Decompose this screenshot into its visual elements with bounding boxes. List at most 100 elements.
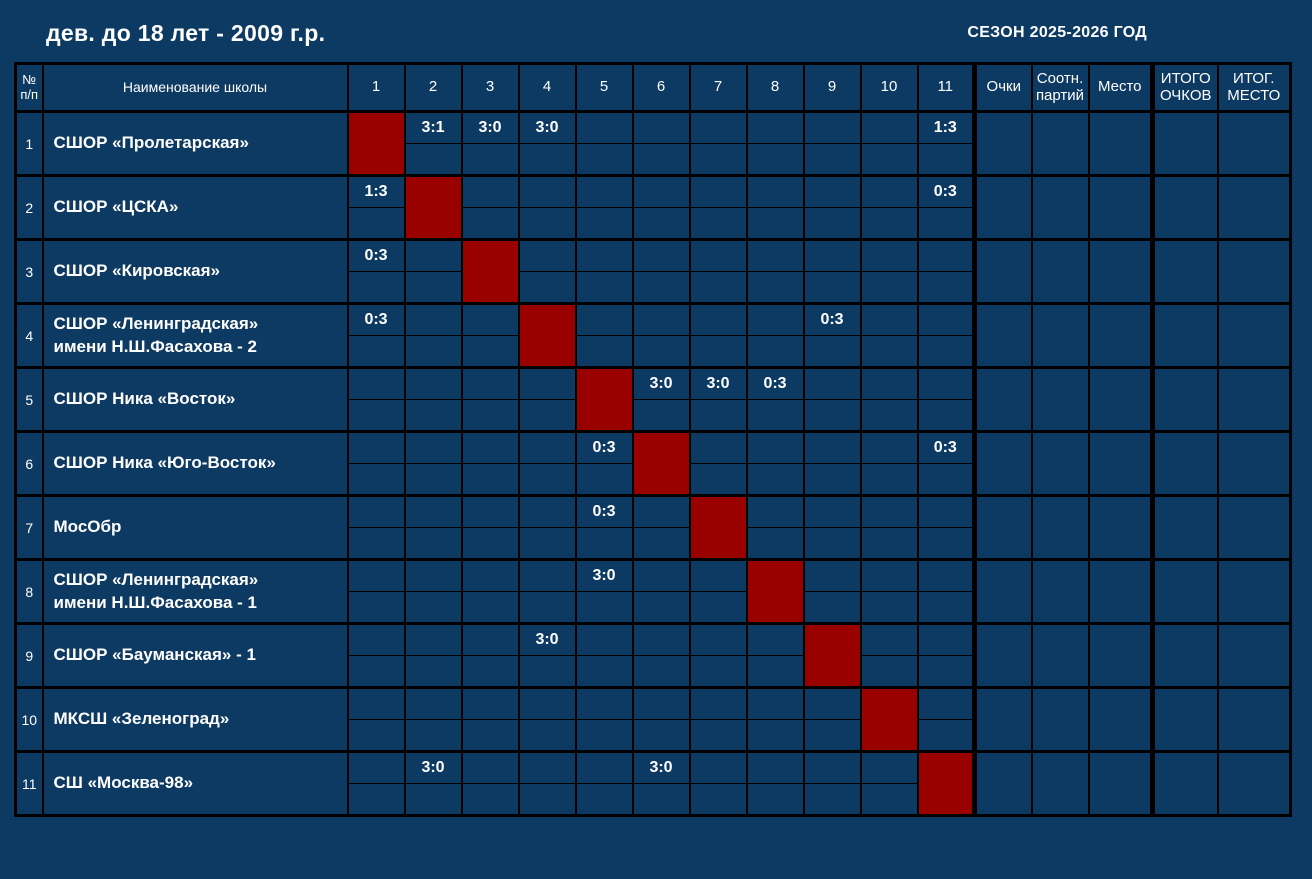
score-cell: 3:0 <box>688 366 748 400</box>
score-cell-bottom <box>517 783 577 817</box>
score-cell: 3:0 <box>517 622 577 656</box>
score-cell <box>631 302 691 336</box>
diagonal-cell <box>574 366 634 433</box>
score-cell <box>688 622 748 656</box>
school-name: МосОбр <box>41 494 349 561</box>
set-ratio-cell <box>1030 686 1090 753</box>
score-cell-bottom <box>460 335 520 369</box>
score-cell <box>688 430 748 464</box>
score-cell-bottom <box>574 591 634 625</box>
score-cell <box>403 494 463 528</box>
score-cell-bottom <box>859 591 919 625</box>
score-cell-bottom <box>745 719 805 753</box>
team-row-bottom-5 <box>16 399 1291 433</box>
col-header-round-11: 11 <box>916 62 976 113</box>
score-cell-bottom <box>460 463 520 497</box>
diagonal-cell <box>859 686 919 753</box>
score-cell: 0:3 <box>346 302 406 336</box>
points-cell <box>972 686 1033 753</box>
final-place-cell <box>1216 238 1292 305</box>
score-cell-bottom <box>346 335 406 369</box>
score-cell-bottom <box>403 271 463 305</box>
score-cell-bottom <box>745 527 805 561</box>
score-cell <box>346 750 406 784</box>
school-name: СШОР «Ленинградская» имени Н.Ш.Фасахова … <box>41 302 349 369</box>
row-number: 5 <box>14 366 44 433</box>
school-name: СШОР Ника «Юго-Восток» <box>41 430 349 497</box>
score-cell <box>802 494 862 528</box>
team-row-top-8: 8 СШОР «Ленинградская» имени Н.Ш.Фасахова… <box>14 558 1292 625</box>
col-header-place: Место <box>1087 62 1154 113</box>
score-cell: 0:3 <box>346 238 406 272</box>
row-number: 3 <box>14 238 44 305</box>
final-place-cell <box>1216 686 1292 753</box>
score-cell <box>859 430 919 464</box>
score-cell <box>346 558 406 592</box>
score-cell <box>745 238 805 272</box>
score-cell-bottom <box>688 719 748 753</box>
score-cell <box>859 302 919 336</box>
score-cell: 0:3 <box>574 430 634 464</box>
score-cell-bottom <box>460 527 520 561</box>
score-cell-bottom <box>517 719 577 753</box>
row-number: 1 <box>14 110 44 177</box>
total-points-cell <box>1150 174 1219 241</box>
team-row-bottom-4 <box>16 335 1291 369</box>
set-ratio-cell <box>1030 302 1090 369</box>
score-cell <box>916 238 976 272</box>
score-cell-bottom <box>916 207 976 241</box>
row-number: 9 <box>14 622 44 689</box>
score-cell: 1:3 <box>346 174 406 208</box>
score-cell <box>745 750 805 784</box>
diagonal-cell <box>745 558 805 625</box>
score-cell-bottom <box>574 463 634 497</box>
score-cell-bottom <box>688 783 748 817</box>
set-ratio-cell <box>1030 494 1090 561</box>
score-cell-bottom <box>631 719 691 753</box>
score-cell <box>859 622 919 656</box>
score-cell-bottom <box>517 527 577 561</box>
diagonal-cell <box>802 622 862 689</box>
score-cell-bottom <box>859 527 919 561</box>
score-cell <box>403 238 463 272</box>
place-cell <box>1087 686 1154 753</box>
score-cell-bottom <box>916 399 976 433</box>
score-cell-bottom <box>403 591 463 625</box>
diagonal-cell <box>346 110 406 177</box>
score-cell <box>631 110 691 144</box>
score-cell <box>346 686 406 720</box>
col-header-round-8: 8 <box>745 62 805 113</box>
points-cell <box>972 110 1033 177</box>
place-cell <box>1087 622 1154 689</box>
final-place-cell <box>1216 750 1292 817</box>
score-cell <box>688 110 748 144</box>
score-cell <box>631 238 691 272</box>
score-cell <box>346 622 406 656</box>
set-ratio-cell <box>1030 110 1090 177</box>
set-ratio-cell <box>1030 750 1090 817</box>
col-header-points: Очки <box>972 62 1033 113</box>
score-cell <box>403 558 463 592</box>
set-ratio-cell <box>1030 174 1090 241</box>
col-header-round-4: 4 <box>517 62 577 113</box>
points-cell <box>972 238 1033 305</box>
score-cell <box>574 686 634 720</box>
score-cell-bottom <box>346 207 406 241</box>
total-points-cell <box>1150 622 1219 689</box>
row-number: 2 <box>14 174 44 241</box>
set-ratio-cell <box>1030 430 1090 497</box>
score-cell-bottom <box>517 655 577 689</box>
place-cell <box>1087 494 1154 561</box>
team-row-bottom-3 <box>16 271 1291 305</box>
score-cell-bottom <box>802 271 862 305</box>
score-cell <box>916 366 976 400</box>
score-cell-bottom <box>688 399 748 433</box>
score-cell-bottom <box>460 207 520 241</box>
col-header-round-1: 1 <box>346 62 406 113</box>
score-cell-bottom <box>574 527 634 561</box>
score-cell <box>403 302 463 336</box>
score-cell-bottom <box>460 399 520 433</box>
score-cell <box>802 686 862 720</box>
score-cell: 3:0 <box>574 558 634 592</box>
score-cell-bottom <box>916 591 976 625</box>
